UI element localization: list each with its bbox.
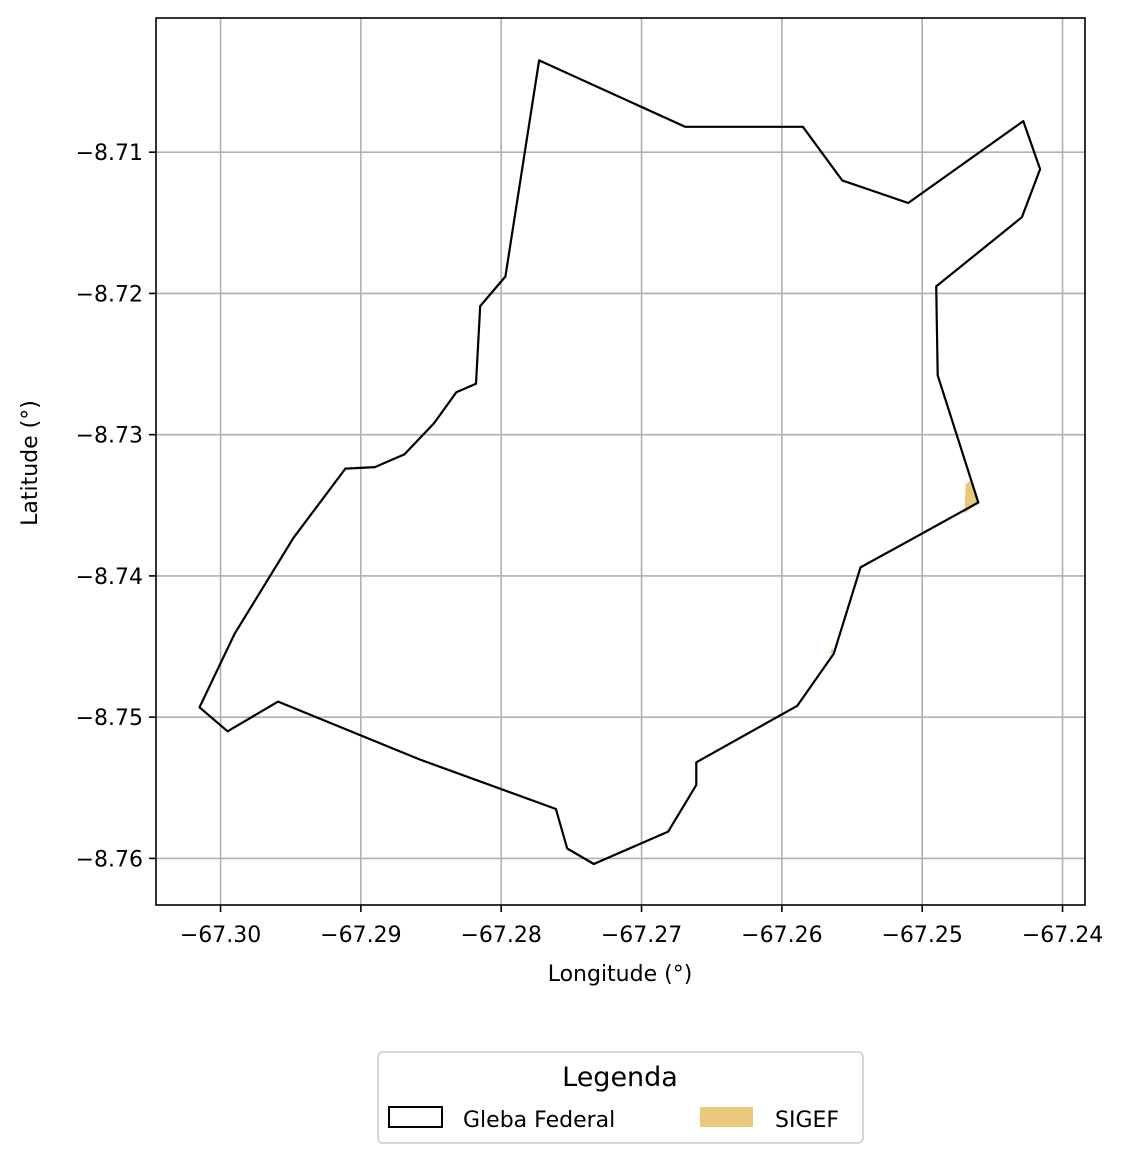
legend-swatch-gleba-federal [388, 1106, 443, 1128]
legend: Legenda Gleba Federal SIGEF [377, 1051, 864, 1144]
x-tick-label: −67.26 [741, 923, 822, 948]
x-tick-label: −67.28 [461, 923, 542, 948]
y-tick-label: −8.74 [76, 565, 143, 590]
x-tick-label: −67.30 [180, 923, 261, 948]
sigef-polygon [829, 647, 834, 654]
gleba-federal-outline [198, 59, 1042, 866]
y-tick-label: −8.71 [76, 141, 143, 166]
grid-lines [156, 18, 1085, 905]
legend-swatch-sigef [700, 1107, 753, 1127]
y-tick-label: −8.72 [76, 282, 143, 307]
x-tick-label: −67.29 [320, 923, 401, 948]
legend-label-gleba-federal: Gleba Federal [463, 1108, 615, 1133]
legend-label-sigef: SIGEF [775, 1108, 839, 1133]
y-tick-label: −8.73 [76, 424, 143, 449]
x-tick-label: −67.25 [882, 923, 963, 948]
map-shapes [198, 59, 1042, 866]
x-tick-label: −67.24 [1022, 923, 1103, 948]
legend-title: Legenda [562, 1062, 678, 1093]
y-tick-label: −8.75 [76, 706, 143, 731]
axis-ticks: −67.30 −67.29 −67.28 −67.27 −67.26 −67.25 −67.… [76, 141, 1104, 948]
x-tick-label: −67.27 [601, 923, 682, 948]
y-tick-label: −8.76 [76, 847, 143, 872]
x-axis-label: Longitude (°) [548, 962, 693, 987]
y-axis-label: Latitude (°) [18, 400, 43, 526]
plot-frame [155, 17, 1086, 906]
